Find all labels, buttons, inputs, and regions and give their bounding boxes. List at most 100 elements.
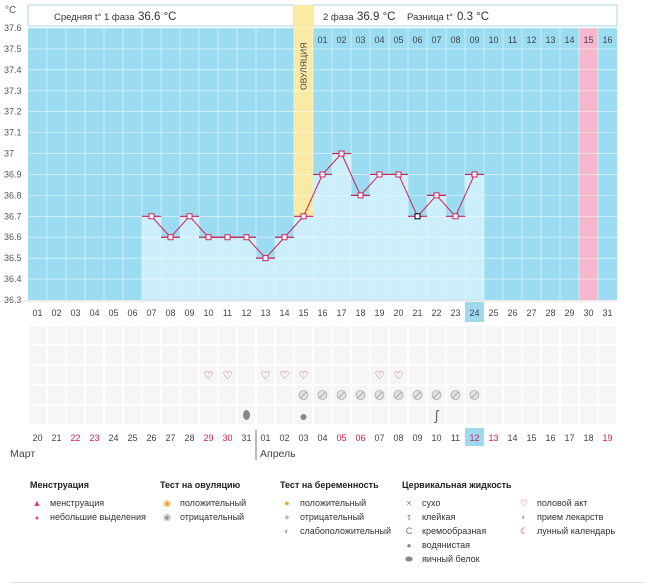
temp-bar — [160, 236, 181, 301]
temp-point — [167, 234, 174, 241]
temp-point — [281, 234, 288, 241]
symptom-cell — [314, 346, 331, 364]
temp-bar — [217, 236, 238, 301]
phase2-day-label: 09 — [469, 35, 479, 45]
sticky-icon: τ — [407, 512, 411, 522]
pill-icon-line — [338, 391, 345, 399]
symptom-cell — [485, 366, 502, 384]
calendar-date: 31 — [241, 433, 251, 443]
symptom-cell — [561, 326, 578, 344]
symptom-cell — [409, 406, 426, 424]
heart-icon: ♡ — [261, 370, 271, 382]
moon-icon: ☾ — [519, 526, 529, 536]
temp-point — [224, 234, 231, 241]
symptom-cell — [485, 346, 502, 364]
symptom-cell — [523, 386, 540, 404]
phase2-day-label: 03 — [355, 35, 365, 45]
temp-point — [243, 234, 250, 241]
symptom-cell — [105, 366, 122, 384]
symptom-cell — [447, 406, 464, 424]
y-tick-label: 36.6 — [4, 232, 22, 242]
heart-icon: ♡ — [519, 498, 529, 508]
symptom-cell — [352, 346, 369, 364]
day-label: 05 — [108, 308, 118, 318]
legend-other-moon: лунный календарь — [537, 526, 616, 536]
day-label: 12 — [241, 308, 251, 318]
symptom-cell — [580, 366, 597, 384]
symptom-cell — [67, 346, 84, 364]
month2-label: Апрель — [260, 448, 296, 460]
symptom-cell — [542, 386, 559, 404]
symptom-cell — [67, 366, 84, 384]
symptom-cell — [105, 386, 122, 404]
symptom-cell — [466, 346, 483, 364]
symptom-cell — [504, 386, 521, 404]
calendar-date: 05 — [336, 433, 346, 443]
phase1-label: Средняя t° 1 фаза — [54, 12, 135, 23]
symptom-cell — [181, 386, 198, 404]
calendar-date: 16 — [545, 433, 555, 443]
symptom-cell — [29, 406, 46, 424]
day-label: 23 — [450, 308, 460, 318]
day-label: 16 — [317, 308, 327, 318]
y-tick-label: 37.3 — [4, 86, 22, 96]
phase2-day-label: 08 — [450, 35, 460, 45]
symptom-cell — [561, 386, 578, 404]
legend-cervical-title: Цервикальная жидкость — [402, 480, 512, 490]
symptom-cell — [86, 386, 103, 404]
pill-icon-line — [300, 391, 307, 399]
calendar-date: 29 — [203, 433, 213, 443]
symptom-cell — [181, 326, 198, 344]
phase1-value: 36.6 °C — [138, 11, 176, 23]
symptom-cell — [200, 366, 217, 384]
symptom-cell — [257, 346, 274, 364]
symptom-cell — [200, 406, 217, 424]
symptom-cell — [409, 366, 426, 384]
y-tick-label: 36.4 — [4, 274, 22, 284]
day-label: 11 — [223, 308, 232, 318]
day-label: 25 — [488, 308, 498, 318]
pill-icon-line — [357, 391, 364, 399]
heart-icon: ♡ — [394, 370, 404, 382]
calendar-date: 23 — [89, 433, 99, 443]
symptom-cell — [523, 326, 540, 344]
temp-point — [357, 192, 364, 199]
phase2-day-label: 16 — [602, 35, 612, 45]
today-date-highlight — [465, 428, 484, 446]
symptom-cell — [257, 406, 274, 424]
day-label: 08 — [165, 308, 175, 318]
symptom-cell — [124, 366, 141, 384]
y-tick-label: 37.5 — [4, 44, 22, 54]
day-label: 31 — [602, 308, 612, 318]
day-label: 18 — [355, 308, 365, 318]
symptom-cell — [67, 386, 84, 404]
phase2-day-label: 05 — [393, 35, 403, 45]
y-tick-label: 37.4 — [4, 65, 22, 75]
pill-icon-line — [414, 391, 421, 399]
symptom-cell — [485, 386, 502, 404]
temp-point — [300, 213, 307, 220]
temp-point — [471, 171, 478, 178]
y-tick-label: 36.7 — [4, 211, 22, 221]
day-label: 14 — [279, 308, 289, 318]
symptom-cell — [162, 386, 179, 404]
symptom-cell — [200, 326, 217, 344]
symptom-cell — [143, 326, 160, 344]
symptom-cell — [105, 326, 122, 344]
temp-bar — [274, 236, 295, 301]
legend-menstruation-title: Менструация — [30, 480, 89, 490]
y-tick-label: 36.8 — [4, 190, 22, 200]
symptom-cell — [162, 326, 179, 344]
symptom-cell — [561, 406, 578, 424]
day-label: 26 — [507, 308, 517, 318]
calendar-date: 02 — [279, 433, 289, 443]
symptom-cell — [86, 326, 103, 344]
symptom-cell — [542, 406, 559, 424]
symptom-cell — [390, 326, 407, 344]
symptom-cell — [599, 366, 616, 384]
legend-menstruation-item: менструация — [50, 498, 105, 508]
symptom-cell — [428, 346, 445, 364]
symptom-cell — [352, 326, 369, 344]
symptom-cell — [523, 406, 540, 424]
day-label: 09 — [184, 308, 194, 318]
